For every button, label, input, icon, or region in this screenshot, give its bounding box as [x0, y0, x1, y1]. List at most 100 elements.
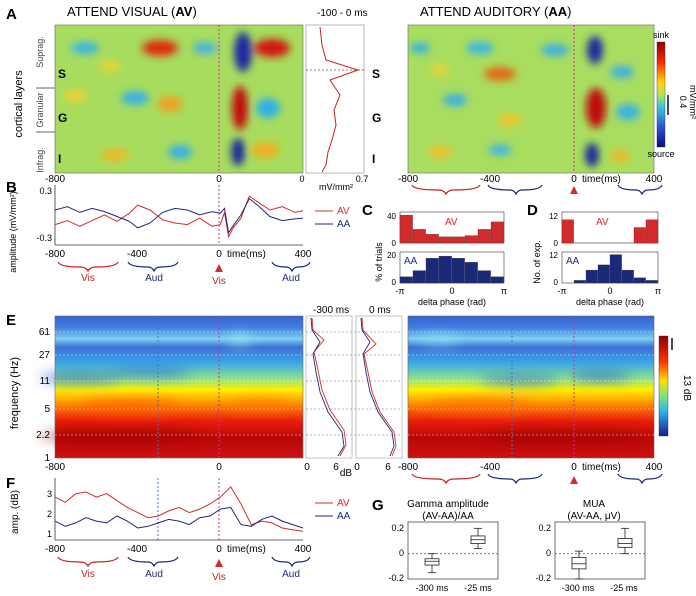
x-tick: 0 [571, 462, 577, 473]
x-tick: -400 [480, 462, 500, 473]
spectrum-aa-300 [310, 317, 345, 457]
histogram-av-label: AV [445, 217, 458, 228]
y-tick: -0.2 [535, 573, 551, 583]
y-tick: 0.3 [39, 186, 52, 196]
x-tick: 400 [295, 249, 312, 260]
profile-tick-07: 0.7 [356, 174, 369, 184]
aud-bracket [487, 184, 543, 196]
panel-f-lines [54, 486, 304, 532]
y-tick: 20 [387, 251, 396, 260]
aud-bracket [271, 556, 311, 568]
histogram-bar-av [490, 221, 504, 244]
y-tick: 2.2 [36, 430, 50, 441]
panel-e-y-label: frequency (Hz) [9, 357, 21, 429]
histogram-bar-aa [621, 269, 634, 284]
tf-map-attend-visual [40, 316, 303, 458]
tf-colorbar-value: 13 dB [681, 375, 692, 401]
x-tick: -400 [127, 249, 147, 260]
vis-onset-label: Vis [212, 276, 226, 287]
histogram-bar-aa [597, 264, 610, 284]
x-tick: -π [395, 286, 404, 296]
box [571, 557, 587, 570]
csd-colorbar [656, 41, 666, 148]
layer-letter-i: I [58, 152, 61, 166]
x-unit: time(ms) [227, 249, 266, 260]
y-tick: 0 [554, 239, 559, 248]
y-tick: -0.3 [36, 233, 52, 243]
x-tick: 0 [607, 286, 612, 296]
histogram-bar-av [477, 229, 491, 244]
aud-bracket [487, 473, 543, 485]
spectrum-av-0 [361, 317, 397, 457]
y-tick: 3 [47, 489, 52, 499]
layer-letter-g: G [372, 111, 381, 125]
vis-bracket-label: Vis [81, 273, 95, 284]
histogram-bar-aa [399, 276, 413, 284]
panel-letter-b: B [6, 179, 17, 196]
vis-bracket [411, 184, 481, 196]
y-tick: 2 [47, 509, 52, 519]
y-tick: 1 [44, 453, 50, 464]
legend-av-label: AV [337, 498, 350, 509]
x-tick: -25 ms [464, 583, 492, 593]
attend-auditory-title: ATTEND AUDITORY (AA) [420, 4, 571, 19]
x-tick: -π [557, 286, 566, 296]
aud-bracket [127, 261, 179, 273]
stimulus-arrow-icon [215, 559, 223, 567]
x-tick: 0 [216, 174, 222, 185]
series-line-aa [54, 506, 304, 529]
aud-bracket [617, 184, 663, 196]
histogram-bar-av [464, 235, 478, 244]
x-tick: -25 ms [610, 583, 638, 593]
tf-map-frame [407, 315, 655, 459]
y-tick: 0 [546, 548, 551, 558]
gamma-title-line1: Gamma amplitude [407, 499, 489, 510]
y-tick: 0.2 [538, 523, 551, 533]
panel-letter-f: F [6, 475, 15, 492]
mua-title-line1: MUA [583, 499, 606, 510]
tf-colorbar [658, 335, 669, 437]
spectrum-tick: 6 [333, 462, 339, 473]
x-tick: 0 [449, 286, 454, 296]
panel-letter-c: C [362, 202, 373, 219]
y-tick: 0 [392, 239, 397, 248]
layer-letter-s: S [58, 67, 66, 81]
x-unit: time(ms) [227, 544, 266, 555]
x-tick: 0 [216, 249, 222, 260]
vis-bracket [411, 473, 481, 485]
histogram-bar-aa [425, 258, 439, 284]
panel-letter-a: A [6, 6, 17, 23]
histogram-bar-av [633, 227, 646, 244]
y-tick: 12 [549, 251, 558, 260]
x-tick: -800 [398, 174, 418, 185]
layer-name-granular: Granular [35, 92, 45, 127]
histogram-bar-aa [477, 270, 491, 284]
x-tick: -300 ms [562, 583, 595, 593]
panel-f-y-label: amp. (dB) [10, 490, 21, 534]
panel-b-lines [54, 195, 304, 239]
tf-map-attend-auditory [408, 316, 654, 458]
histogram-bar-aa [412, 270, 426, 284]
spectrum-gridlines [306, 331, 402, 436]
y-tick: 5 [44, 404, 50, 415]
x-tick: -300 ms [416, 583, 449, 593]
histogram-bar-aa [585, 269, 598, 284]
x-tick: -800 [398, 462, 418, 473]
aud-bracket [127, 556, 179, 568]
layer-letter-g: G [58, 111, 67, 125]
aud-bracket [271, 261, 311, 273]
series-line-aa [54, 197, 304, 235]
histogram-bar-av [438, 236, 452, 244]
histogram-bar-aa [464, 262, 478, 284]
histogram-bar-aa [490, 276, 504, 284]
series-line-av [54, 195, 304, 239]
x-tick: -800 [45, 544, 65, 555]
box-plot-frame [407, 521, 499, 580]
x-tick: 0 [216, 544, 222, 555]
profile-tick-0: 0 [299, 174, 304, 184]
histogram-bar-av [645, 219, 658, 244]
gamma-title-line2: (AV-AA)/AA [422, 511, 474, 522]
aud-bracket-label: Aud [145, 569, 163, 580]
legend-aa-label: AA [337, 219, 351, 230]
y-tick: 61 [39, 327, 51, 338]
